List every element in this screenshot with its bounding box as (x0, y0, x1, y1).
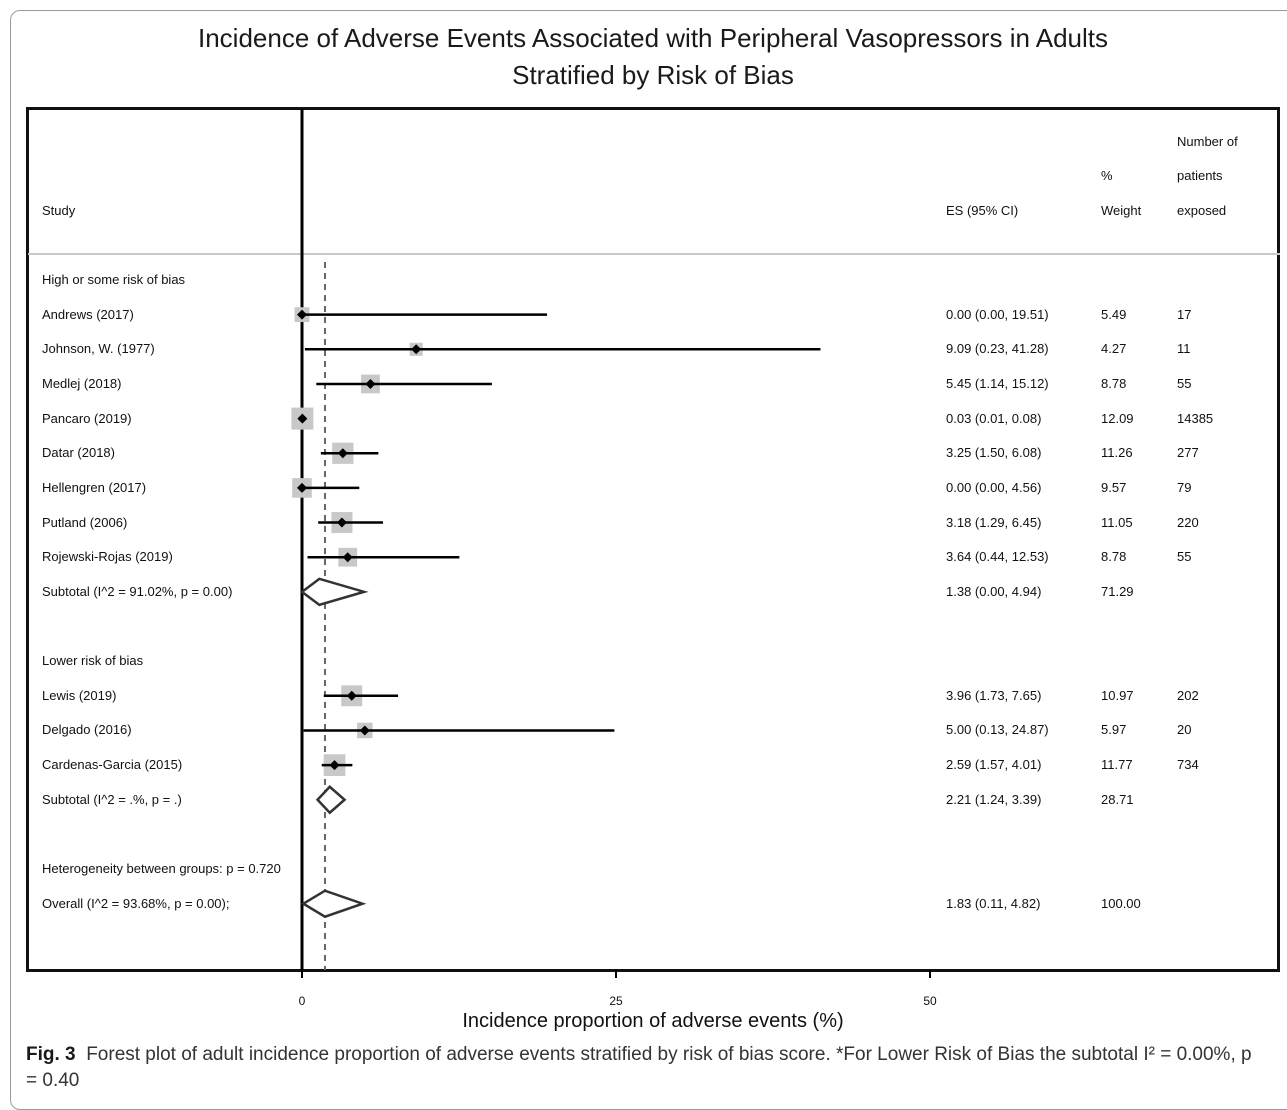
study-label: Datar (2018) (42, 445, 115, 461)
weight-value: 5.97 (1101, 722, 1127, 738)
study-label: Lewis (2019) (42, 687, 117, 703)
study-point-estimate (411, 344, 422, 355)
x-tick-label: 25 (609, 994, 623, 1008)
x-tick-label: 0 (298, 994, 306, 1008)
patients-value: 55 (1177, 375, 1192, 391)
study-point-estimate (365, 378, 376, 389)
weight-value: 8.78 (1101, 375, 1127, 391)
es-ci-text: 9.09 (0.23, 41.28) (946, 341, 1049, 357)
patients-value: 734 (1177, 757, 1199, 773)
study-point-estimate (336, 517, 347, 528)
figure-caption: Fig. 3 Forest plot of adult incidence pr… (26, 1042, 1266, 1094)
study-label: Putland (2006) (42, 514, 128, 530)
weight-value: 12.09 (1101, 410, 1134, 426)
es-ci-text: 3.64 (0.44, 12.53) (946, 549, 1049, 565)
study-label: Hellengren (2017) (42, 479, 147, 495)
patients-value: 17 (1177, 306, 1192, 322)
weight-value: 71.29 (1101, 583, 1134, 599)
weight-value: 11.77 (1101, 757, 1133, 773)
study-label: Pancaro (2019) (42, 410, 132, 426)
patients-value: 202 (1177, 687, 1199, 703)
study-point-estimate (297, 482, 307, 493)
study-point-estimate (337, 448, 348, 459)
subtotal-label: Subtotal (I^2 = .%, p = .) (42, 791, 182, 807)
es-ci-text: 0.00 (0.00, 4.56) (946, 479, 1042, 495)
header-es: ES (95% CI) (946, 203, 1019, 218)
header-weight-line2: Weight (1101, 203, 1142, 218)
es-ci-text: 3.18 (1.29, 6.45) (946, 514, 1042, 530)
patients-value: 277 (1177, 445, 1199, 461)
header-patients-line1: Number of (1177, 134, 1238, 149)
es-ci-text: 1.38 (0.00, 4.94) (946, 583, 1042, 599)
patients-value: 20 (1177, 722, 1192, 738)
study-label: Rojewski-Rojas (2019) (42, 549, 173, 565)
es-ci-text: 2.59 (1.57, 4.01) (946, 757, 1042, 773)
study-point-estimate (297, 309, 307, 320)
study-point-estimate (297, 413, 308, 424)
chart-title-line2: Stratified by Risk of Bias (512, 60, 794, 90)
group-label: High or some risk of bias (42, 272, 186, 287)
patients-value: 220 (1177, 514, 1199, 530)
es-ci-text: 5.45 (1.14, 15.12) (946, 375, 1049, 391)
patients-value: 11 (1177, 341, 1191, 357)
weight-value: 11.05 (1101, 514, 1133, 530)
es-ci-text: 2.21 (1.24, 3.39) (946, 791, 1042, 807)
study-label: Johnson, W. (1977) (42, 341, 155, 357)
weight-value: 5.49 (1101, 306, 1127, 322)
es-ci-text: 0.03 (0.01, 0.08) (946, 410, 1042, 426)
x-tick-label: 50 (923, 994, 937, 1008)
chart-title-line1: Incidence of Adverse Events Associated w… (197, 23, 1108, 53)
header-patients-line2: patients (1177, 168, 1223, 183)
study-point-estimate (359, 725, 370, 736)
es-ci-text: 1.83 (0.11, 4.82) (946, 895, 1041, 911)
es-ci-text: 3.96 (1.73, 7.65) (946, 687, 1042, 703)
header-weight-line1: % (1101, 168, 1113, 183)
caption-fig-label: Fig. 3 (26, 1044, 76, 1065)
study-label: Delgado (2016) (42, 722, 132, 738)
subtotal-label: Overall (I^2 = 93.68%, p = 0.00); (42, 895, 230, 911)
study-point-estimate (329, 760, 340, 771)
plot-area (26, 107, 1280, 972)
study-label: Cardenas-Garcia (2015) (42, 757, 183, 773)
patients-value: 55 (1177, 549, 1192, 565)
es-ci-text: 3.25 (1.50, 6.08) (946, 445, 1042, 461)
weight-value: 8.78 (1101, 549, 1127, 565)
weight-value: 11.26 (1101, 445, 1133, 461)
study-point-estimate (342, 552, 353, 563)
patients-value: 79 (1177, 479, 1192, 495)
pooled-estimate-diamond (300, 889, 367, 919)
header-study: Study (42, 203, 76, 218)
pooled-estimate-diamond (315, 785, 347, 815)
weight-value: 100.00 (1101, 895, 1141, 911)
study-label: Andrews (2017) (42, 306, 134, 322)
es-ci-text: 5.00 (0.13, 24.87) (946, 722, 1049, 738)
weight-value: 9.57 (1101, 479, 1127, 495)
subtotal-label: Subtotal (I^2 = 91.02%, p = 0.00) (42, 583, 233, 599)
weight-value: 4.27 (1101, 341, 1127, 357)
weight-value: 28.71 (1101, 791, 1134, 807)
header-patients-line3: exposed (1177, 203, 1227, 218)
group-label: Lower risk of bias (42, 653, 144, 669)
group-label: Heterogeneity between groups: p = 0.720 (42, 861, 281, 877)
study-label: Medlej (2018) (42, 375, 122, 391)
header-separator (28, 253, 1280, 255)
weight-value: 10.97 (1101, 687, 1134, 703)
es-ci-text: 0.00 (0.00, 19.51) (946, 306, 1049, 322)
pooled-estimate-diamond (299, 577, 369, 607)
study-point-estimate (346, 690, 357, 701)
x-axis-label: Incidence proportion of adverse events (… (462, 1010, 844, 1032)
caption-text: Forest plot of adult incidence proportio… (26, 1044, 1252, 1091)
patients-value: 14385 (1177, 410, 1214, 426)
